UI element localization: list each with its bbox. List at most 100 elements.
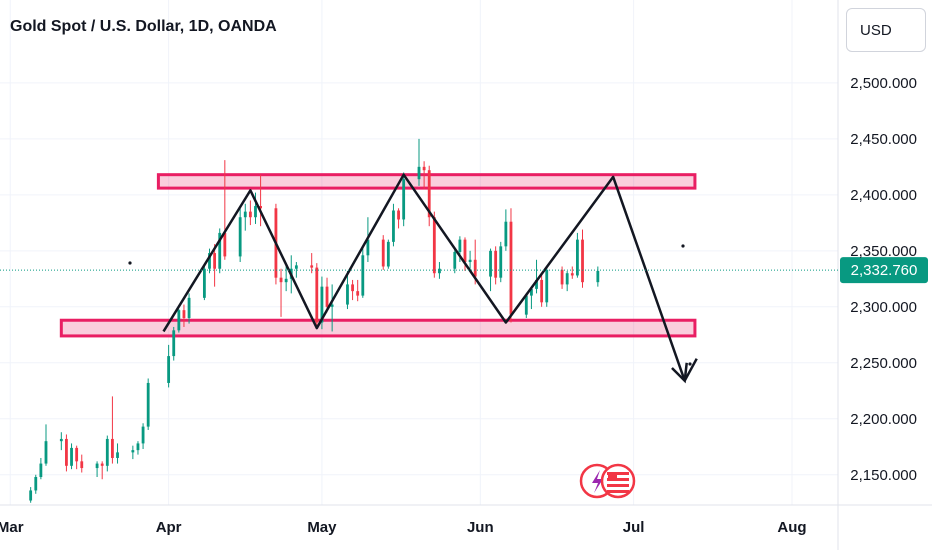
y-tick-label: 2,300.000 xyxy=(850,299,917,316)
candle xyxy=(422,166,426,171)
candle xyxy=(218,232,222,269)
candle xyxy=(432,217,436,274)
candle xyxy=(70,447,73,466)
x-tick-label: Aug xyxy=(777,519,806,536)
candle xyxy=(325,286,329,307)
y-tick-label: 2,200.000 xyxy=(850,411,917,428)
candle xyxy=(75,447,79,462)
candle xyxy=(381,239,385,267)
pattern-lines xyxy=(162,173,698,384)
candle xyxy=(39,463,43,478)
candle xyxy=(182,310,186,319)
x-tick-label: May xyxy=(307,519,337,536)
y-tick-label: 2,500.000 xyxy=(850,75,917,92)
candle xyxy=(167,356,171,383)
x-tick-label: Jun xyxy=(467,519,494,536)
candle xyxy=(402,179,406,220)
dot-marker xyxy=(681,244,685,248)
candle xyxy=(386,241,390,267)
x-axis[interactable]: Mar Apr May Jun Jul Aug xyxy=(0,519,807,536)
candle xyxy=(259,206,263,209)
candle xyxy=(208,253,211,269)
candle xyxy=(141,426,145,444)
candle xyxy=(44,441,48,464)
candle xyxy=(59,438,63,442)
candle xyxy=(494,250,498,278)
candle xyxy=(392,210,395,242)
price-zones xyxy=(59,173,697,338)
candle xyxy=(213,253,217,269)
candle xyxy=(146,382,150,427)
last-price-label: 2,332.760 xyxy=(851,262,918,279)
y-tick-label: 2,250.000 xyxy=(850,355,917,372)
candle xyxy=(530,288,533,296)
dot-marker xyxy=(688,362,692,366)
candle xyxy=(248,211,252,218)
arrow-head-right xyxy=(683,358,698,382)
candle xyxy=(254,206,257,218)
candle xyxy=(575,239,579,276)
candle xyxy=(397,210,400,220)
candle xyxy=(238,217,242,257)
candle xyxy=(294,265,298,269)
candle xyxy=(524,295,528,315)
y-tick-label: 2,150.000 xyxy=(850,467,917,484)
y-tick-label: 2,450.000 xyxy=(850,131,917,148)
candle xyxy=(177,310,181,331)
candle xyxy=(509,221,513,315)
candle xyxy=(80,461,84,469)
candle xyxy=(560,269,564,285)
candle xyxy=(187,297,191,319)
candle xyxy=(417,166,421,180)
x-tick-label: Jul xyxy=(623,519,645,536)
support-zone xyxy=(59,318,697,338)
candle xyxy=(136,443,140,451)
chart-title: Gold Spot / U.S. Dollar, 1D, OANDA xyxy=(10,18,277,35)
candle xyxy=(65,438,68,466)
candle xyxy=(504,221,508,247)
candle xyxy=(346,284,349,305)
candle xyxy=(131,450,135,453)
candle xyxy=(463,239,467,263)
candle xyxy=(596,270,600,283)
candle xyxy=(458,239,462,252)
candle xyxy=(279,277,283,283)
candle xyxy=(29,490,33,501)
candle xyxy=(330,304,334,307)
x-tick-label: Mar xyxy=(0,519,24,536)
candle xyxy=(116,452,119,458)
candle xyxy=(565,273,569,285)
y-axis[interactable]: 2,500.000 2,450.000 2,400.000 2,350.000 2,30… xyxy=(850,75,917,484)
x-tick-label: Apr xyxy=(156,519,182,536)
candle xyxy=(284,278,288,283)
candle xyxy=(361,255,365,296)
candle xyxy=(111,438,114,458)
candle xyxy=(223,232,227,257)
candle xyxy=(315,267,319,323)
resistance-zone xyxy=(156,173,697,190)
candle xyxy=(34,477,38,491)
flag-logo-icon xyxy=(579,463,636,499)
candle xyxy=(351,284,354,292)
candle xyxy=(310,265,314,268)
candle xyxy=(320,286,324,323)
candle xyxy=(540,279,544,303)
candle xyxy=(499,246,503,278)
candle xyxy=(468,259,472,263)
currency-selector[interactable]: USD xyxy=(846,8,926,52)
y-tick-label: 2,350.000 xyxy=(850,243,917,260)
decorations xyxy=(128,244,692,499)
candle xyxy=(545,269,549,303)
candle xyxy=(581,239,584,283)
candle xyxy=(243,211,247,218)
candle xyxy=(427,170,431,218)
y-tick-label: 2,400.000 xyxy=(850,187,917,204)
candle xyxy=(438,268,441,274)
candle xyxy=(570,273,574,276)
candle xyxy=(105,438,109,466)
candle xyxy=(489,250,492,277)
pattern-line xyxy=(162,173,686,382)
